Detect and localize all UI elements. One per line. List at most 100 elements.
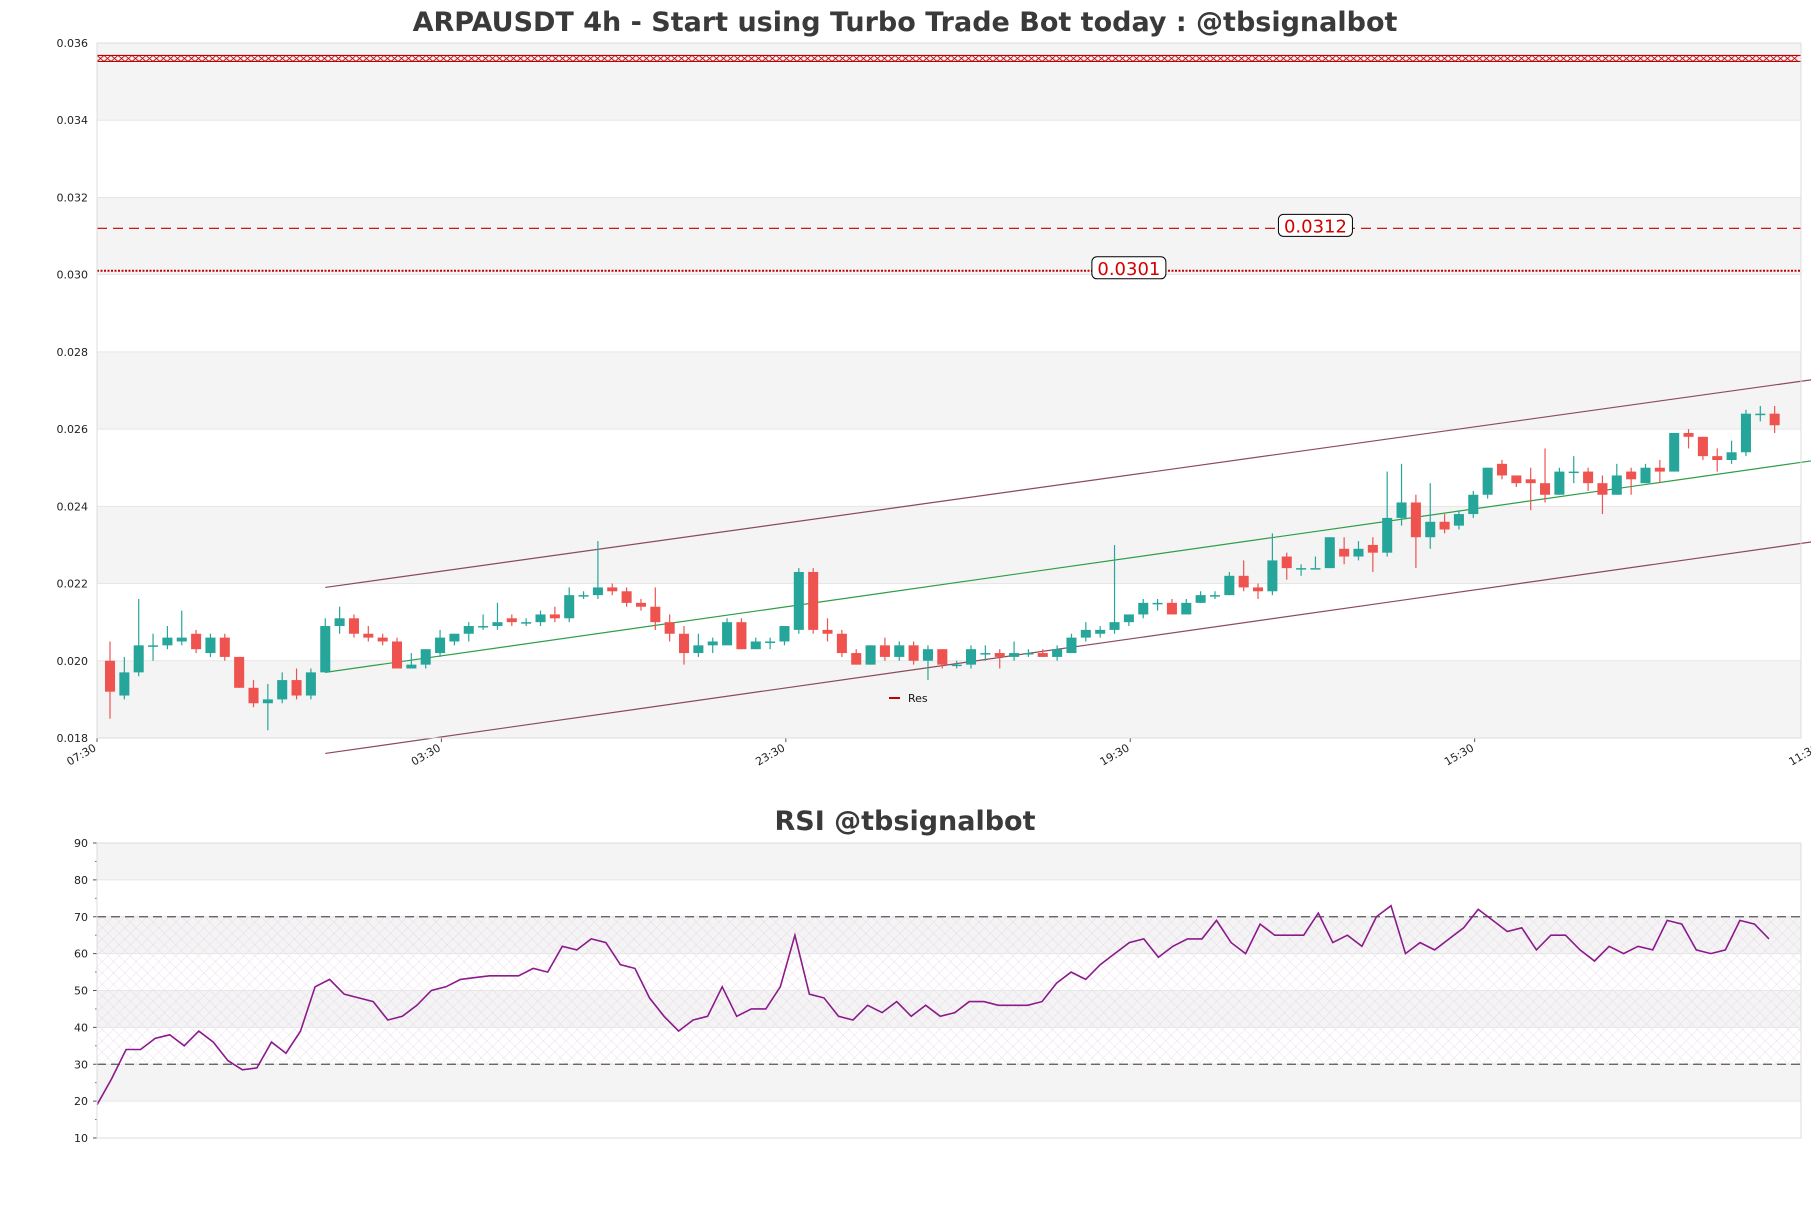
candle-body bbox=[363, 633, 374, 638]
candle-body bbox=[1525, 479, 1536, 484]
candle-body bbox=[650, 606, 661, 623]
rsi-chart-title: RSI @tbsignalbot bbox=[774, 806, 1035, 837]
candle-body bbox=[851, 653, 862, 665]
price-x-tick: 11:30 bbox=[1787, 741, 1811, 768]
resistance-levels bbox=[96, 54, 1801, 272]
candle-body bbox=[1181, 602, 1192, 615]
candle-body bbox=[707, 641, 718, 646]
price-x-tick: 07:30 bbox=[65, 741, 99, 768]
candle-body bbox=[664, 622, 675, 634]
price-background-bands bbox=[97, 43, 1801, 738]
price-panel: ARPAUSDT 4h - Start using Turbo Trade Bo… bbox=[57, 7, 1811, 768]
rsi-y-axis: 10 20 30 40 50 60 70 80 90 bbox=[74, 837, 97, 1145]
level-label-text: 0.0301 bbox=[1097, 259, 1160, 280]
price-x-tick: 23:30 bbox=[753, 741, 787, 768]
rsi-series-line bbox=[96, 904, 1770, 1106]
rsi-y-tick: 90 bbox=[74, 837, 88, 850]
candle-body bbox=[793, 571, 804, 630]
level-labels: 0.0301 0.0312 bbox=[1091, 213, 1353, 280]
candle-body bbox=[1640, 467, 1651, 484]
candle-body bbox=[564, 595, 575, 619]
rsi-panel: RSI @tbsignalbot 10 20 30 40 50 60 70 80 90 bbox=[74, 806, 1802, 1145]
candle-body bbox=[592, 587, 603, 596]
candle-body bbox=[1540, 483, 1551, 495]
candle-body bbox=[535, 614, 546, 623]
price-legend: Res bbox=[889, 692, 928, 705]
candle-body bbox=[1626, 471, 1637, 480]
rsi-background-bands bbox=[97, 843, 1801, 1102]
candle-body bbox=[1726, 452, 1737, 460]
candle-body bbox=[1496, 463, 1508, 476]
candle-body bbox=[1468, 494, 1479, 515]
candle-body bbox=[1597, 483, 1608, 495]
candle-body bbox=[1052, 649, 1063, 657]
candle-body bbox=[1396, 502, 1407, 518]
candle-body bbox=[1654, 467, 1665, 472]
hatched-level-band-cross bbox=[97, 55, 1801, 62]
candle-body bbox=[1224, 575, 1235, 596]
candle-body bbox=[836, 633, 847, 654]
candle-body bbox=[406, 664, 417, 669]
candle-body bbox=[966, 649, 977, 665]
candle-body bbox=[1712, 456, 1723, 460]
candle-body bbox=[765, 641, 776, 643]
price-chart-title: ARPAUSDT 4h - Start using Turbo Trade Bo… bbox=[413, 7, 1398, 38]
legend-res-label: Res bbox=[908, 692, 928, 705]
candle-body bbox=[879, 645, 890, 657]
candle-body bbox=[1697, 436, 1708, 457]
candle-body bbox=[1583, 471, 1594, 484]
candle-body bbox=[1453, 514, 1464, 526]
candle-body bbox=[176, 637, 187, 642]
candle-body bbox=[305, 672, 316, 696]
candle-body bbox=[1511, 475, 1522, 484]
candle-body bbox=[377, 637, 388, 642]
price-y-axis: 0.018 0.020 0.022 0.024 0.026 0.028 0.030 0.032… bbox=[57, 37, 89, 745]
rsi-band bbox=[97, 843, 1801, 880]
candle-body bbox=[1109, 622, 1120, 630]
candlesticks bbox=[104, 405, 1780, 731]
candle-body bbox=[578, 595, 589, 597]
rsi-y-tick: 30 bbox=[74, 1058, 88, 1071]
price-y-tick: 0.036 bbox=[57, 37, 89, 50]
candle-body bbox=[1554, 471, 1565, 495]
price-y-tick: 0.024 bbox=[57, 500, 89, 513]
candle-body bbox=[219, 637, 230, 657]
candle-body bbox=[1195, 595, 1206, 603]
price-x-tick: 03:30 bbox=[409, 741, 443, 768]
candle-body bbox=[492, 622, 503, 627]
candle-body bbox=[420, 649, 431, 665]
candle-body bbox=[980, 653, 991, 655]
candle-body bbox=[635, 602, 646, 607]
hatched-level-pattern bbox=[96, 55, 1799, 62]
candle-body bbox=[1023, 653, 1034, 655]
rsi-y-tick: 40 bbox=[74, 1021, 88, 1034]
candle-body bbox=[1281, 556, 1292, 569]
candle-body bbox=[808, 571, 819, 630]
candle-body bbox=[822, 629, 833, 634]
candle-body bbox=[463, 626, 474, 634]
candle-body bbox=[435, 637, 446, 654]
rsi-y-tick: 20 bbox=[74, 1095, 88, 1108]
candle-body bbox=[1310, 568, 1321, 570]
candle-body bbox=[262, 699, 273, 704]
price-band bbox=[97, 660, 1801, 738]
candle-body bbox=[133, 645, 144, 673]
candle-body bbox=[320, 626, 331, 673]
candle-body bbox=[1166, 602, 1177, 615]
candle-body bbox=[1066, 637, 1077, 654]
candle-body bbox=[1324, 537, 1335, 569]
candle-body bbox=[1267, 560, 1278, 592]
rsi-threshold-lines bbox=[97, 916, 1801, 1065]
candle-body bbox=[621, 591, 632, 603]
candle-body bbox=[1367, 544, 1378, 553]
price-y-tick: 0.032 bbox=[57, 191, 89, 204]
candle-body bbox=[449, 633, 460, 642]
rsi-y-tick: 80 bbox=[74, 874, 88, 887]
price-plot-frame bbox=[96, 42, 1802, 739]
candle-body bbox=[234, 656, 245, 688]
candle-body bbox=[1669, 432, 1680, 472]
candle-body bbox=[205, 637, 216, 654]
candle-body bbox=[750, 641, 761, 650]
candle-body bbox=[736, 622, 747, 650]
candle-body bbox=[1209, 595, 1221, 597]
